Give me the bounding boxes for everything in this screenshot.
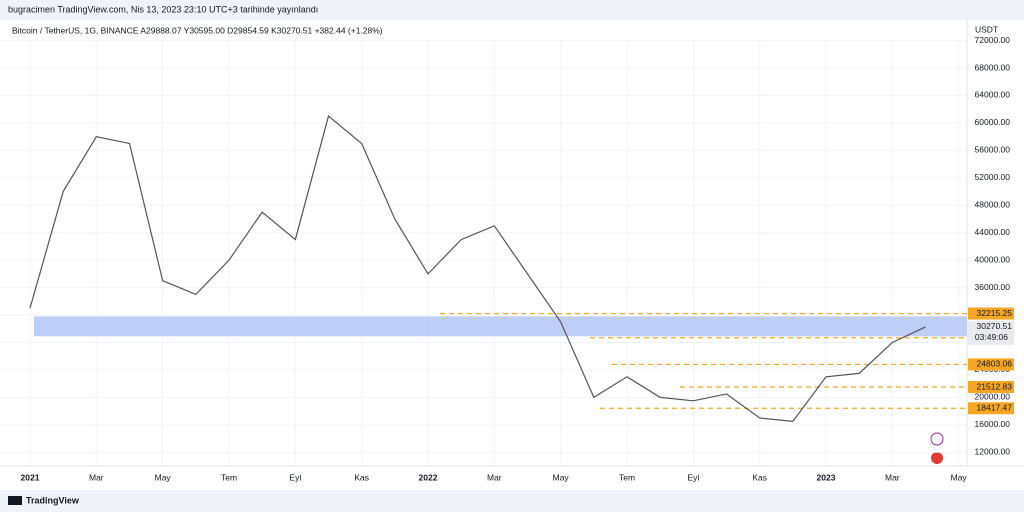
level-label-bg bbox=[968, 358, 1014, 371]
y-tick-label: 72000.00 bbox=[975, 35, 1011, 45]
footer: TradingView bbox=[26, 495, 80, 505]
level-label-bg bbox=[968, 402, 1014, 415]
y-tick-label: 12000.00 bbox=[975, 447, 1011, 457]
y-tick-label: 16000.00 bbox=[975, 419, 1011, 429]
x-tick-label: Mar bbox=[487, 472, 502, 482]
x-tick-label: 2022 bbox=[419, 472, 438, 482]
y-tick-label: 52000.00 bbox=[975, 172, 1011, 182]
y-tick-label: 60000.00 bbox=[975, 117, 1011, 127]
y-tick-label: 44000.00 bbox=[975, 227, 1011, 237]
zone bbox=[34, 316, 967, 337]
x-tick-label: Eyl bbox=[289, 472, 301, 482]
y-tick-label: 68000.00 bbox=[975, 62, 1011, 72]
level-label: 21512.83 bbox=[977, 381, 1013, 391]
level-label-bg bbox=[968, 381, 1014, 394]
y-tick-label: 64000.00 bbox=[975, 90, 1011, 100]
legend: Bitcoin / TetherUS, 1G, BINANCE A29888.0… bbox=[12, 25, 383, 35]
header: bugracimen TradingView.com, Nis 13, 2023… bbox=[8, 4, 318, 14]
x-tick-label: 2021 bbox=[21, 472, 40, 482]
y-tick-label: 36000.00 bbox=[975, 282, 1011, 292]
level-label: 32215.25 bbox=[977, 308, 1013, 318]
x-tick-label: Kas bbox=[752, 472, 767, 482]
price-tag-bg bbox=[968, 320, 1014, 345]
countdown: 03:49:06 bbox=[975, 332, 1008, 342]
x-tick-label: May bbox=[951, 472, 968, 482]
y-tick-label: 48000.00 bbox=[975, 200, 1011, 210]
x-tick-label: Mar bbox=[89, 472, 104, 482]
x-tick-label: Kas bbox=[354, 472, 369, 482]
level-label: 18417.47 bbox=[977, 402, 1013, 412]
header-bar bbox=[0, 0, 1024, 20]
y-tick-label: 56000.00 bbox=[975, 145, 1011, 155]
price-tag: 30270.51 bbox=[977, 321, 1013, 331]
logo bbox=[8, 496, 22, 505]
event-icon[interactable] bbox=[930, 432, 944, 446]
x-tick-label: Eyl bbox=[687, 472, 699, 482]
footer-bar bbox=[0, 490, 1024, 512]
x-tick-label: 2023 bbox=[817, 472, 836, 482]
x-tick-label: May bbox=[553, 472, 570, 482]
level-label-bg bbox=[968, 307, 1014, 320]
unit: USDT bbox=[975, 24, 998, 34]
x-tick-label: Tem bbox=[221, 472, 237, 482]
level-label: 24803.06 bbox=[977, 359, 1013, 369]
x-tick-label: May bbox=[155, 472, 172, 482]
event-icon[interactable] bbox=[931, 452, 943, 464]
y-tick-label: 40000.00 bbox=[975, 254, 1011, 264]
x-tick-label: Mar bbox=[885, 472, 900, 482]
x-tick-label: Tem bbox=[619, 472, 635, 482]
y-tick-label: 20000.00 bbox=[975, 392, 1011, 402]
price-line bbox=[29, 115, 926, 423]
